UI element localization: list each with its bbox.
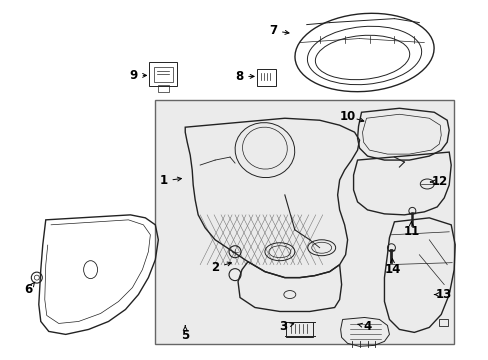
Text: 2: 2 — [211, 261, 219, 274]
Bar — [155, 100, 453, 345]
Text: 12: 12 — [431, 175, 447, 189]
Text: 5: 5 — [181, 329, 189, 342]
Text: 8: 8 — [234, 70, 243, 83]
Text: 14: 14 — [384, 263, 400, 276]
Text: 7: 7 — [268, 24, 276, 37]
Text: 13: 13 — [435, 288, 451, 301]
Text: 4: 4 — [363, 320, 371, 333]
Text: 1: 1 — [159, 175, 167, 188]
Text: 10: 10 — [339, 110, 355, 123]
Text: 3: 3 — [278, 320, 286, 333]
Text: 11: 11 — [403, 225, 419, 238]
Text: 6: 6 — [25, 283, 33, 296]
Text: 9: 9 — [129, 69, 137, 82]
